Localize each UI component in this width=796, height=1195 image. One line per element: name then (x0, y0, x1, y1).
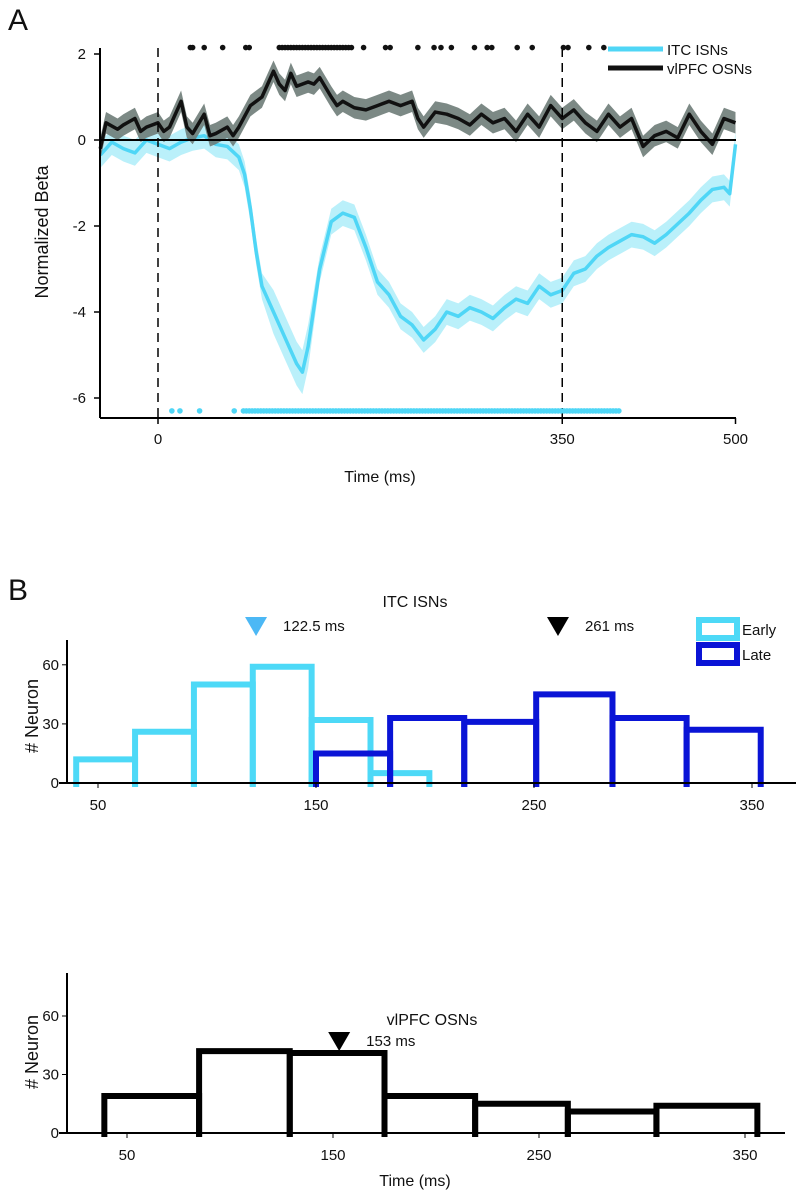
x-tick-label: 500 (723, 431, 748, 448)
significance-dot (169, 408, 175, 414)
significance-dot (189, 44, 196, 51)
significance-dot (246, 44, 253, 51)
significance-dot (231, 408, 238, 414)
significance-dot (201, 44, 207, 51)
histogram-bar-late (533, 691, 616, 787)
histogram-bar-early (132, 728, 197, 787)
histogram-bar-late (461, 718, 540, 787)
x-axis-label: Time (ms) (379, 1173, 450, 1190)
histogram-title: vlPFC OSNs (387, 1012, 478, 1029)
significance-dot (560, 44, 567, 51)
panel-b-itc-histogram: ITC ISNs 0 30 60 50 150 250 350 # Neuron 122.5 ms… (22, 594, 796, 814)
histogram-bar-vlpfc-osns (653, 1102, 761, 1137)
median-label: 261 ms (585, 618, 634, 635)
x-tick-label: 50 (90, 797, 107, 814)
median-marker-icon (245, 617, 268, 636)
significance-dot (529, 44, 536, 51)
significance-dot (586, 44, 592, 51)
panel-label-a: A (8, 4, 28, 37)
y-tick-label: 0 (51, 1125, 59, 1142)
x-tick-label: 50 (119, 1147, 136, 1164)
significance-dot (415, 44, 421, 51)
significance-dot (387, 44, 393, 51)
panel-a-line-chart: 2 0 -2 -4 -6 0 350 500 Time (ms) Normalized Beta I… (32, 42, 752, 486)
y-tick-label: 60 (42, 657, 59, 674)
histogram-bar-vlpfc-osns (381, 1092, 479, 1137)
histogram-bar-vlpfc-osns (101, 1092, 203, 1137)
y-tick-label: 2 (78, 46, 86, 63)
significance-dot (514, 44, 521, 51)
y-axis-label: Normalized Beta (32, 164, 52, 298)
y-tick-label: 30 (42, 1067, 59, 1084)
significance-dot (616, 408, 622, 414)
panel-label-b: B (8, 574, 28, 607)
significance-dot (601, 44, 607, 51)
sem-band-vlpfc (100, 60, 736, 160)
legend-label-vlpfc: vlPFC OSNs (667, 61, 752, 78)
histogram-bar-vlpfc-osns (196, 1048, 293, 1137)
y-tick-label: 30 (42, 716, 59, 733)
y-tick-label: -2 (73, 218, 86, 235)
legend-label-early: Early (742, 622, 777, 639)
x-tick-label: 250 (521, 797, 546, 814)
histogram-title: ITC ISNs (383, 594, 448, 611)
panel-b-vlpfc-histogram: vlPFC OSNs 0 30 60 50 150 250 350 # Neuron Time (… (22, 973, 785, 1190)
y-axis-label: # Neuron (22, 1015, 42, 1089)
significance-dot (565, 44, 571, 51)
y-tick-label: -6 (73, 390, 86, 407)
y-tick-label: 60 (42, 1008, 59, 1025)
y-tick-label: 0 (51, 775, 59, 792)
median-label: 122.5 ms (283, 618, 345, 635)
significance-dot (348, 44, 355, 51)
legend-label-late: Late (742, 647, 771, 664)
histogram-bar-vlpfc-osns (286, 1050, 388, 1137)
sem-band-itc (100, 122, 736, 395)
significance-dot (177, 408, 183, 414)
significance-dot (382, 44, 389, 51)
significance-dot (219, 44, 226, 51)
significance-dot (448, 44, 455, 51)
y-tick-label: -4 (73, 304, 86, 321)
significance-dot (431, 44, 437, 51)
x-tick-label: 150 (320, 1147, 345, 1164)
x-tick-label: 150 (303, 797, 328, 814)
x-tick-label: 350 (739, 797, 764, 814)
histogram-bar-early (367, 770, 433, 787)
legend-label-itc: ITC ISNs (667, 42, 728, 59)
histogram-bar-early (190, 681, 256, 787)
median-label: 153 ms (366, 1033, 415, 1050)
x-tick-label: 250 (526, 1147, 551, 1164)
significance-dot (438, 44, 444, 51)
y-tick-label: 0 (78, 132, 86, 149)
x-tick-label: 350 (732, 1147, 757, 1164)
histogram-bar-early (249, 663, 315, 787)
significance-dot (360, 44, 367, 51)
histogram-bar-late (683, 726, 764, 787)
significance-dot (488, 44, 495, 51)
median-marker-icon (546, 617, 569, 636)
x-tick-label: 0 (154, 431, 162, 448)
significance-dot (196, 408, 203, 414)
legend-swatch-early (696, 617, 740, 641)
legend-swatch-late (696, 642, 740, 666)
significance-dot (484, 44, 490, 51)
x-tick-label: 350 (550, 431, 575, 448)
significance-dot (471, 44, 478, 51)
y-axis-label: # Neuron (22, 679, 42, 753)
series-line-vlpfc (98, 69, 737, 149)
histogram-bar-late (609, 714, 690, 787)
median-marker-icon (328, 1032, 351, 1051)
x-axis-label: Time (ms) (344, 469, 415, 486)
